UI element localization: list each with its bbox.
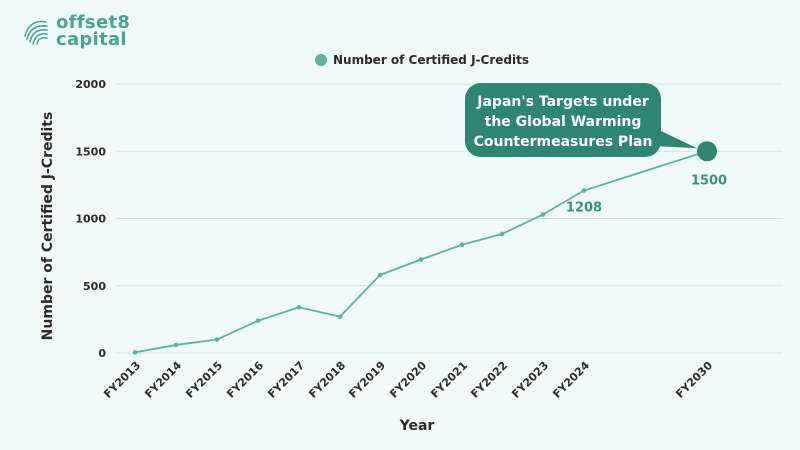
callout-pointer [655,128,697,149]
callout-text-line: the Global Warming [485,114,642,130]
y-tick-label: 1500 [75,145,106,158]
x-tick-label: FY2023 [509,359,551,401]
x-tick-label: FY2019 [346,359,388,401]
data-point [296,304,302,310]
y-axis-title: Number of Certified J-Credits [40,112,56,341]
y-tick-labels: 0 500 1000 1500 2000 [75,78,106,360]
logo-line-1: offset8 [56,12,131,33]
x-tick-label: FY2030 [673,359,715,401]
x-tick-label: FY2013 [101,359,143,401]
data-point [581,188,587,193]
callout-text-line: Countermeasures Plan [474,134,653,150]
x-tick-label: FY2021 [428,359,470,401]
y-tick-label: 1000 [75,213,106,226]
x-tick-label: FY2016 [224,359,266,401]
x-tick-label: FY2020 [387,359,429,401]
data-label: 1208 [566,201,602,216]
data-label: 1500 [691,173,727,188]
x-tick-label: FY2015 [183,359,225,401]
data-point [377,272,383,278]
data-labels: 1208 1500 [566,173,727,215]
target-callout: Japan's Targets under the Global Warming C… [465,83,697,157]
legend: Number of Certified J-Credits [315,53,529,67]
callout-box [465,83,661,157]
brand-logo: offset8 capital [22,12,131,50]
data-point [173,342,179,348]
data-point [540,212,546,217]
data-point [132,350,138,355]
legend-label: Number of Certified J-Credits [333,53,529,67]
x-tick-label: FY2024 [550,359,592,401]
legend-marker [315,54,327,66]
y-tick-label: 0 [98,347,106,360]
series-points [132,141,717,355]
data-point [214,337,220,342]
x-tick-labels: FY2013 FY2014 FY2015 FY2016 FY2017 FY2018FY20… [101,359,715,401]
x-tick-label: FY2017 [265,359,307,401]
x-axis-title: Year [399,418,435,434]
data-point [697,141,717,162]
x-tick-label: FY2014 [142,359,184,401]
callout-text-line: Japan's Targets under [476,94,649,110]
y-tick-label: 2000 [75,78,106,91]
data-point [459,242,465,248]
logo-line-2: capital [56,29,127,50]
x-tick-label: FY2018 [306,359,348,401]
data-point [337,314,343,319]
y-tick-label: 500 [83,280,106,293]
x-tick-label: FY2022 [468,359,510,401]
data-point [418,257,424,262]
data-point [255,318,261,324]
fingerprint-wave-icon [24,20,48,45]
series-line-j-credits [134,150,708,354]
data-point [499,231,505,237]
grid-lines [116,83,783,354]
